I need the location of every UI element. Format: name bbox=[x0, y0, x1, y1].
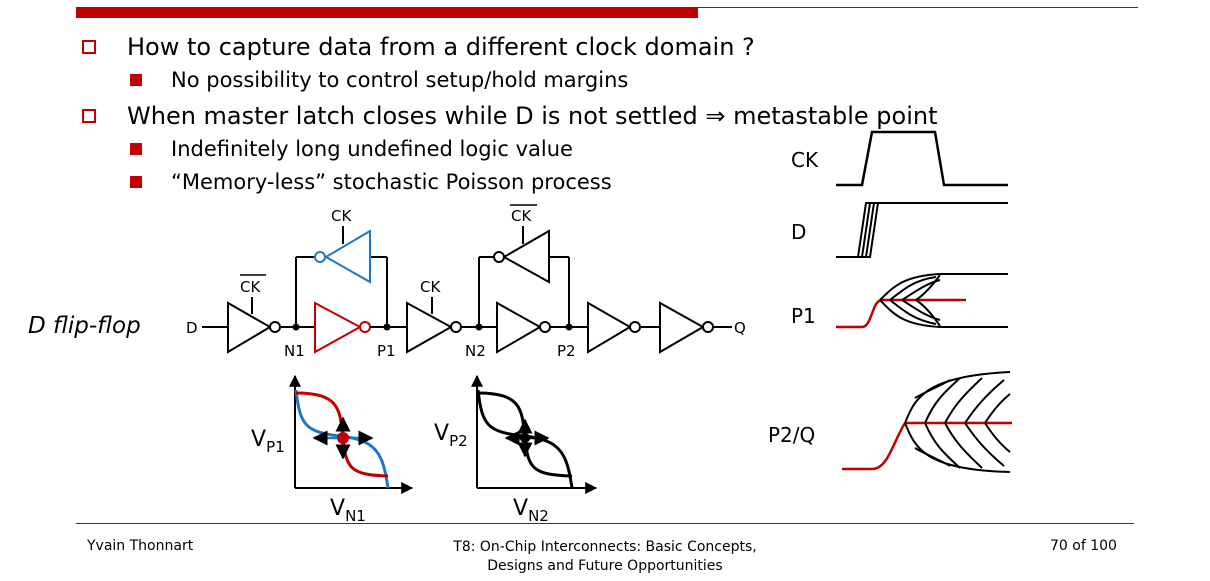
label-ck-2: CK bbox=[420, 278, 441, 296]
waveform-ck bbox=[836, 130, 1008, 187]
label-p1: P1 bbox=[377, 342, 396, 360]
label-ckbar-1: CK bbox=[240, 278, 261, 296]
footer-title-line1: T8: On-Chip Interconnects: Basic Concept… bbox=[453, 539, 757, 555]
transfer-curve-slave bbox=[471, 374, 598, 494]
bullet-level2: Indefinitely long undefined logic value bbox=[130, 137, 573, 161]
bullet-text: How to capture data from a different clo… bbox=[127, 33, 755, 61]
label-vp2: VP2 bbox=[434, 421, 468, 450]
label-vn2: VN2 bbox=[513, 496, 549, 525]
slave-forward-inverter bbox=[496, 301, 543, 354]
diagram-title: D flip-flop bbox=[28, 313, 141, 339]
bullet-level2: “Memory-less” stochastic Poisson process bbox=[130, 170, 612, 194]
master-forward-inverter bbox=[314, 301, 363, 354]
label-n2: N2 bbox=[465, 342, 486, 360]
label-q: Q bbox=[734, 319, 746, 337]
hollow-square-bullet-icon bbox=[82, 109, 96, 123]
title-accent-bar bbox=[76, 7, 698, 18]
bullet-level1: How to capture data from a different clo… bbox=[82, 33, 755, 61]
filled-square-bullet-icon bbox=[130, 143, 142, 155]
label-ck-1: CK bbox=[331, 207, 352, 225]
waveform-d bbox=[836, 202, 1008, 258]
page-number: 70 of 100 bbox=[1050, 538, 1117, 554]
bullet-level2: No possibility to control setup/hold mar… bbox=[130, 68, 628, 92]
hollow-square-bullet-icon bbox=[82, 40, 96, 54]
label-vp1: VP1 bbox=[251, 427, 285, 456]
footer-title: T8: On-Chip Interconnects: Basic Concept… bbox=[400, 538, 810, 576]
filled-square-bullet-icon bbox=[130, 176, 142, 188]
waveform-label-d: D bbox=[791, 220, 806, 244]
footer-author: Yvain Thonnart bbox=[87, 538, 194, 554]
bullet-level1: When master latch closes while D is not … bbox=[82, 102, 938, 130]
waveform-p1 bbox=[836, 273, 1008, 329]
bullet-text: No possibility to control setup/hold mar… bbox=[171, 68, 629, 92]
inverter-slave-input bbox=[406, 301, 454, 354]
waveform-label-p2q: P2/Q bbox=[768, 423, 815, 447]
output-inverter-2 bbox=[659, 301, 706, 354]
bullet-text: Indefinitely long undefined logic value bbox=[171, 137, 573, 161]
filled-square-bullet-icon bbox=[130, 74, 142, 86]
bullet-text: “Memory-less” stochastic Poisson process bbox=[171, 170, 612, 194]
waveform-label-p1: P1 bbox=[791, 304, 816, 328]
output-inverter-1 bbox=[587, 301, 632, 354]
label-d: D bbox=[186, 319, 198, 337]
waveform-label-ck: CK bbox=[791, 148, 819, 172]
master-feedback-inverter bbox=[324, 229, 371, 284]
label-n1: N1 bbox=[284, 342, 305, 360]
slave-feedback-inverter bbox=[501, 229, 550, 284]
bullet-text: When master latch closes while D is not … bbox=[127, 102, 938, 130]
title-accent-line bbox=[698, 7, 1138, 8]
transfer-curve-master bbox=[289, 374, 414, 494]
label-p2: P2 bbox=[557, 342, 576, 360]
footer-title-line2: Designs and Future Opportunities bbox=[487, 558, 723, 574]
label-ckbar-2: CK bbox=[511, 207, 532, 225]
label-vn1: VN1 bbox=[330, 496, 366, 525]
waveform-p2q bbox=[842, 371, 1012, 473]
inverter-input bbox=[227, 301, 272, 354]
footer-divider bbox=[76, 523, 1134, 524]
